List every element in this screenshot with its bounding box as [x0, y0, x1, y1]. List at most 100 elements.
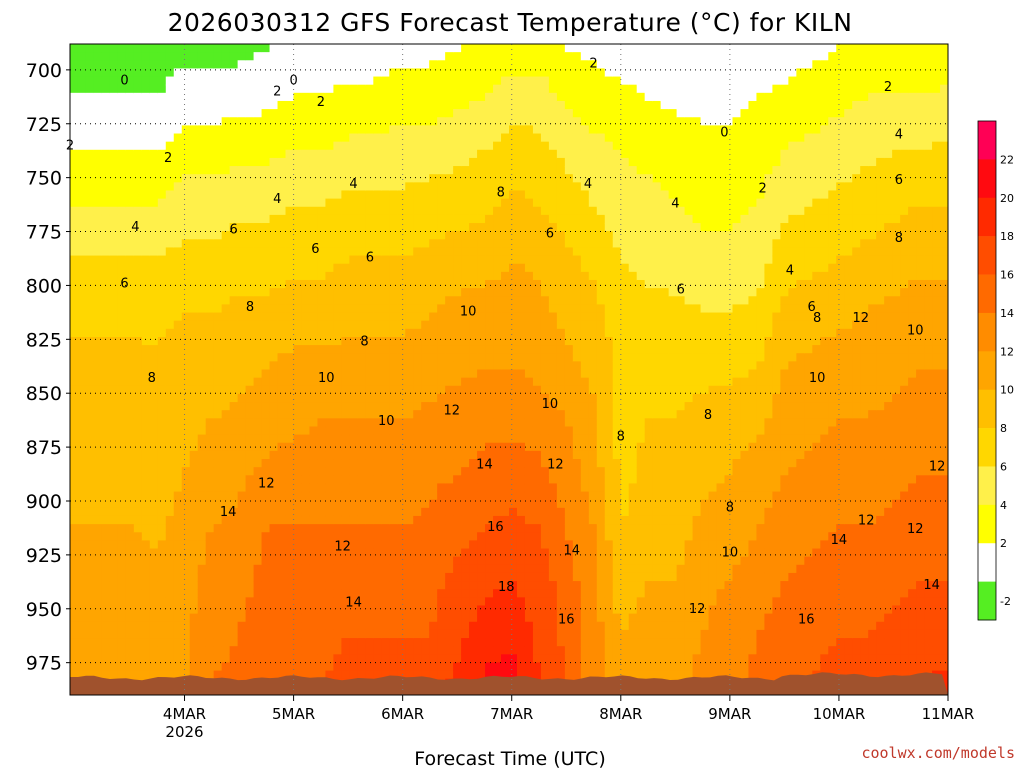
field-cell: [405, 385, 414, 395]
field-cell: [540, 288, 550, 297]
field-cell: [493, 581, 502, 590]
field-cell: [548, 572, 558, 582]
field-cell: [205, 393, 215, 403]
field-cell: [493, 377, 502, 387]
field-cell: [141, 556, 151, 566]
field-cell: [365, 459, 374, 468]
field-cell: [165, 646, 175, 655]
field-cell: [556, 166, 566, 175]
field-cell: [197, 206, 207, 216]
field-cell: [437, 223, 446, 232]
field-cell: [117, 182, 127, 192]
field-cell: [341, 654, 350, 664]
field-cell: [117, 279, 127, 289]
field-cell: [477, 491, 486, 501]
field-cell: [157, 475, 167, 485]
field-cell: [149, 190, 159, 200]
field-cell: [277, 328, 287, 338]
field-cell: [309, 621, 319, 631]
field-cell: [461, 662, 470, 672]
field-cell: [157, 117, 167, 126]
field-cell: [397, 84, 406, 94]
field-cell: [173, 369, 183, 379]
field-cell: [349, 174, 358, 183]
field-cell: [70, 532, 79, 541]
field-cell: [556, 369, 566, 379]
field-cell: [429, 133, 438, 143]
field-cell: [501, 361, 510, 371]
field-cell: [269, 255, 279, 265]
field-cell: [317, 475, 327, 485]
field-cell: [365, 418, 374, 428]
field-cell: [556, 418, 566, 428]
field-cell: [341, 44, 350, 53]
field-cell: [253, 109, 263, 118]
field-cell: [173, 540, 183, 550]
field-cell: [461, 393, 470, 403]
field-cell: [540, 638, 550, 647]
field-cell: [524, 605, 534, 615]
field-cell: [397, 206, 406, 216]
field-cell: [261, 296, 271, 305]
field-cell: [317, 402, 327, 411]
field-cell: [221, 410, 231, 419]
field-cell: [181, 271, 191, 281]
field-cell: [485, 157, 494, 167]
field-cell: [445, 377, 454, 387]
field-cell: [357, 589, 366, 598]
field-cell: [213, 467, 223, 476]
field-cell: [532, 434, 542, 444]
field-cell: [205, 109, 215, 118]
field-cell: [333, 304, 342, 314]
field-cell: [213, 206, 223, 216]
field-cell: [389, 166, 398, 175]
field-cell: [245, 52, 255, 61]
field-cell: [301, 288, 311, 297]
field-cell: [77, 117, 87, 126]
field-cell: [469, 320, 478, 330]
field-cell: [485, 109, 494, 118]
field-cell: [493, 507, 502, 517]
field-cell: [532, 524, 542, 533]
field-cell: [293, 198, 303, 208]
field-cell: [293, 231, 303, 240]
field-cell: [325, 629, 334, 639]
field-cell: [453, 288, 462, 297]
field-cell: [564, 52, 574, 61]
field-cell: [469, 336, 478, 346]
field-cell: [301, 328, 311, 338]
field-cell: [221, 296, 231, 305]
field-cell: [237, 369, 247, 379]
field-cell: [197, 76, 207, 86]
field-cell: [532, 483, 542, 493]
field-cell: [556, 621, 566, 631]
field-cell: [341, 548, 350, 558]
field-cell: [556, 100, 566, 110]
field-cell: [189, 475, 199, 485]
field-cell: [309, 556, 319, 566]
field-cell: [349, 581, 358, 590]
field-cell: [301, 483, 311, 493]
field-cell: [357, 393, 366, 403]
field-cell: [453, 68, 462, 78]
field-cell: [237, 206, 247, 216]
field-cell: [157, 499, 167, 509]
field-cell: [341, 434, 350, 444]
field-cell: [197, 263, 207, 273]
field-cell: [524, 239, 534, 249]
field-cell: [556, 279, 566, 289]
field-cell: [516, 157, 526, 167]
field-cell: [189, 279, 199, 289]
field-cell: [532, 84, 542, 94]
field-cell: [317, 564, 327, 574]
field-cell: [165, 393, 175, 403]
field-cell: [93, 459, 103, 468]
field-cell: [349, 288, 358, 297]
field-cell: [237, 450, 247, 460]
field-cell: [269, 214, 279, 224]
field-cell: [421, 125, 430, 135]
field-cell: [277, 100, 287, 110]
field-cell: [437, 629, 446, 639]
field-cell: [373, 60, 382, 70]
field-cell: [317, 84, 327, 94]
